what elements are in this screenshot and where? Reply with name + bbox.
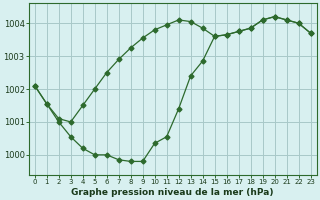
X-axis label: Graphe pression niveau de la mer (hPa): Graphe pression niveau de la mer (hPa) xyxy=(71,188,274,197)
